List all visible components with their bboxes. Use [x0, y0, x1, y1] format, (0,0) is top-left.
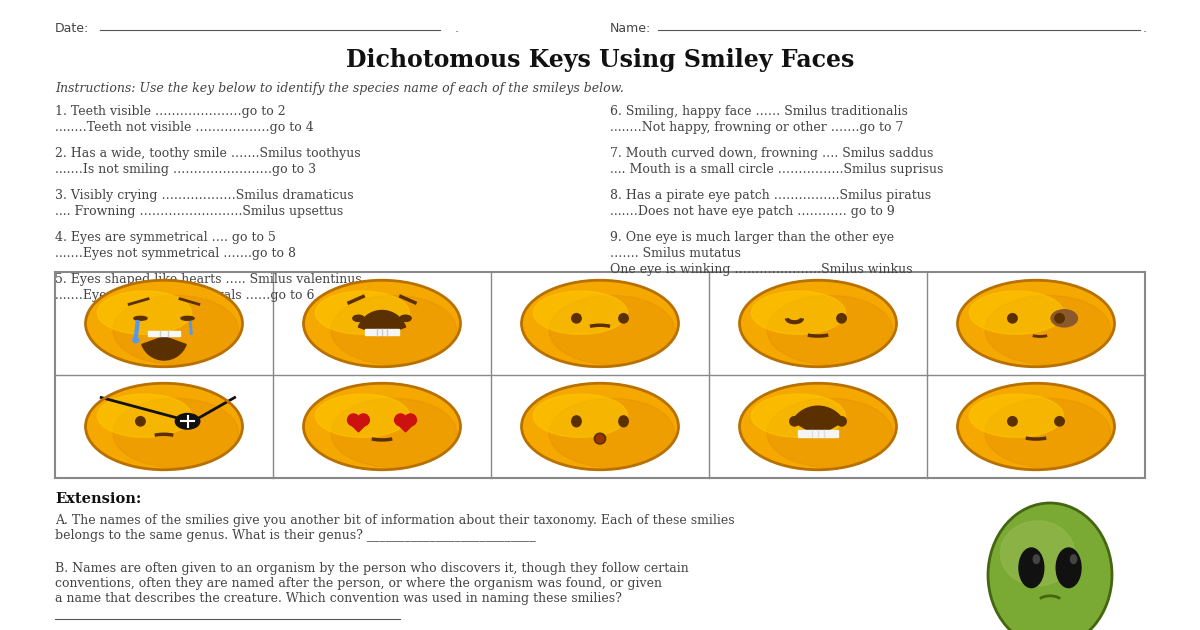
- Circle shape: [348, 414, 360, 426]
- Ellipse shape: [533, 394, 628, 437]
- Ellipse shape: [316, 394, 409, 437]
- Ellipse shape: [836, 416, 846, 426]
- Text: 7. Mouth curved down, frowning …. Smilus saddus: 7. Mouth curved down, frowning …. Smilus…: [610, 147, 934, 160]
- Ellipse shape: [548, 295, 674, 365]
- Ellipse shape: [790, 416, 799, 426]
- Text: 2. Has a wide, toothy smile …….Smilus toothyus: 2. Has a wide, toothy smile …….Smilus to…: [55, 147, 361, 160]
- Ellipse shape: [1008, 416, 1018, 426]
- Ellipse shape: [594, 433, 606, 444]
- Wedge shape: [792, 406, 844, 436]
- Text: Instructions: Use the key below to identify the species name of each of the smil: Instructions: Use the key below to ident…: [55, 82, 624, 95]
- Text: ……. Smilus mutatus: ……. Smilus mutatus: [610, 247, 740, 260]
- Ellipse shape: [985, 295, 1110, 365]
- Ellipse shape: [1051, 310, 1078, 327]
- Ellipse shape: [1055, 314, 1064, 323]
- Ellipse shape: [304, 280, 461, 367]
- Text: 9. One eye is much larger than the other eye: 9. One eye is much larger than the other…: [610, 231, 894, 244]
- Text: 5. Eyes shaped like hearts ….. Smilus valentinus: 5. Eyes shaped like hearts ….. Smilus va…: [55, 273, 361, 286]
- Text: Name:: Name:: [610, 22, 652, 35]
- Text: .....…Not happy, frowning or other …….go to 7: .....…Not happy, frowning or other …….go…: [610, 121, 904, 134]
- Ellipse shape: [533, 291, 628, 335]
- Ellipse shape: [548, 398, 674, 467]
- Ellipse shape: [1056, 548, 1081, 588]
- Ellipse shape: [985, 398, 1110, 467]
- Ellipse shape: [958, 280, 1115, 367]
- Ellipse shape: [353, 315, 364, 321]
- Ellipse shape: [133, 337, 138, 343]
- Circle shape: [395, 414, 407, 426]
- Ellipse shape: [751, 291, 846, 335]
- Text: Date:: Date:: [55, 22, 89, 35]
- Ellipse shape: [85, 280, 242, 367]
- Ellipse shape: [97, 394, 192, 437]
- Text: 1. Teeth visible …………………go to 2: 1. Teeth visible …………………go to 2: [55, 105, 286, 118]
- Text: B. Names are often given to an organism by the person who discovers it, though t: B. Names are often given to an organism …: [55, 562, 689, 605]
- Text: .: .: [1142, 22, 1147, 35]
- Ellipse shape: [596, 435, 604, 442]
- Ellipse shape: [767, 295, 893, 365]
- Ellipse shape: [619, 416, 629, 427]
- Text: One eye is winking …………………Smilus winkus: One eye is winking …………………Smilus winkus: [610, 263, 912, 276]
- Ellipse shape: [1055, 416, 1064, 426]
- Ellipse shape: [316, 291, 409, 335]
- Ellipse shape: [331, 295, 456, 365]
- Ellipse shape: [400, 315, 412, 321]
- Text: A. The names of the smilies give you another bit of information about their taxo: A. The names of the smilies give you ano…: [55, 514, 734, 542]
- Ellipse shape: [85, 383, 242, 470]
- Circle shape: [358, 414, 370, 426]
- Bar: [798, 430, 839, 437]
- Ellipse shape: [739, 383, 896, 470]
- Ellipse shape: [571, 416, 581, 427]
- Text: 4. Eyes are symmetrical …. go to 5: 4. Eyes are symmetrical …. go to 5: [55, 231, 276, 244]
- Text: .....…Teeth not visible ………………go to 4: .....…Teeth not visible ………………go to 4: [55, 121, 313, 134]
- Wedge shape: [359, 311, 406, 336]
- Text: 6. Smiling, happy face …… Smilus traditionalis: 6. Smiling, happy face …… Smilus traditi…: [610, 105, 908, 118]
- Ellipse shape: [304, 383, 461, 470]
- Polygon shape: [347, 421, 370, 432]
- Ellipse shape: [970, 394, 1063, 437]
- Ellipse shape: [958, 383, 1115, 470]
- Ellipse shape: [331, 398, 456, 467]
- Ellipse shape: [1001, 521, 1075, 586]
- Ellipse shape: [175, 413, 199, 429]
- Ellipse shape: [1019, 548, 1044, 588]
- Ellipse shape: [181, 316, 194, 320]
- Ellipse shape: [97, 291, 192, 335]
- Ellipse shape: [571, 314, 581, 323]
- Ellipse shape: [1008, 314, 1018, 323]
- Ellipse shape: [767, 398, 893, 467]
- Text: 8. Has a pirate eye patch …………….Smilus piratus: 8. Has a pirate eye patch …………….Smilus p…: [610, 189, 931, 202]
- Bar: [365, 329, 400, 335]
- Text: ....…Eyes are shaped as ovals ……go to 6: ....…Eyes are shaped as ovals ……go to 6: [55, 289, 314, 302]
- Ellipse shape: [1070, 555, 1076, 563]
- Ellipse shape: [522, 383, 678, 470]
- Text: Extension:: Extension:: [55, 492, 142, 506]
- Ellipse shape: [970, 291, 1063, 335]
- Text: .: .: [455, 22, 458, 35]
- Text: ....…Is not smiling ……………………go to 3: ....…Is not smiling ……………………go to 3: [55, 163, 316, 176]
- Text: ....…Does not have eye patch ………… go to 9: ....…Does not have eye patch ………… go to …: [610, 205, 895, 218]
- Polygon shape: [395, 421, 416, 432]
- Ellipse shape: [836, 314, 846, 323]
- Text: .... Frowning …………………….Smilus upsettus: .... Frowning …………………….Smilus upsettus: [55, 205, 343, 218]
- Ellipse shape: [522, 280, 678, 367]
- Ellipse shape: [113, 295, 239, 365]
- Text: Dichotomous Keys Using Smiley Faces: Dichotomous Keys Using Smiley Faces: [346, 48, 854, 72]
- Text: 3. Visibly crying ………………Smilus dramaticus: 3. Visibly crying ………………Smilus dramaticu…: [55, 189, 354, 202]
- Ellipse shape: [988, 503, 1112, 630]
- Ellipse shape: [1033, 555, 1039, 563]
- Bar: [55, 272, 1145, 478]
- Ellipse shape: [619, 314, 629, 323]
- Text: .... Mouth is a small circle …………….Smilus suprisus: .... Mouth is a small circle …………….Smilu…: [610, 163, 943, 176]
- Text: ....…Eyes not symmetrical …….go to 8: ....…Eyes not symmetrical …….go to 8: [55, 247, 296, 260]
- Bar: [149, 331, 180, 336]
- Wedge shape: [142, 336, 186, 360]
- Circle shape: [404, 414, 416, 426]
- Ellipse shape: [134, 316, 148, 320]
- Ellipse shape: [751, 394, 846, 437]
- Ellipse shape: [136, 416, 145, 426]
- Ellipse shape: [113, 398, 239, 467]
- Ellipse shape: [739, 280, 896, 367]
